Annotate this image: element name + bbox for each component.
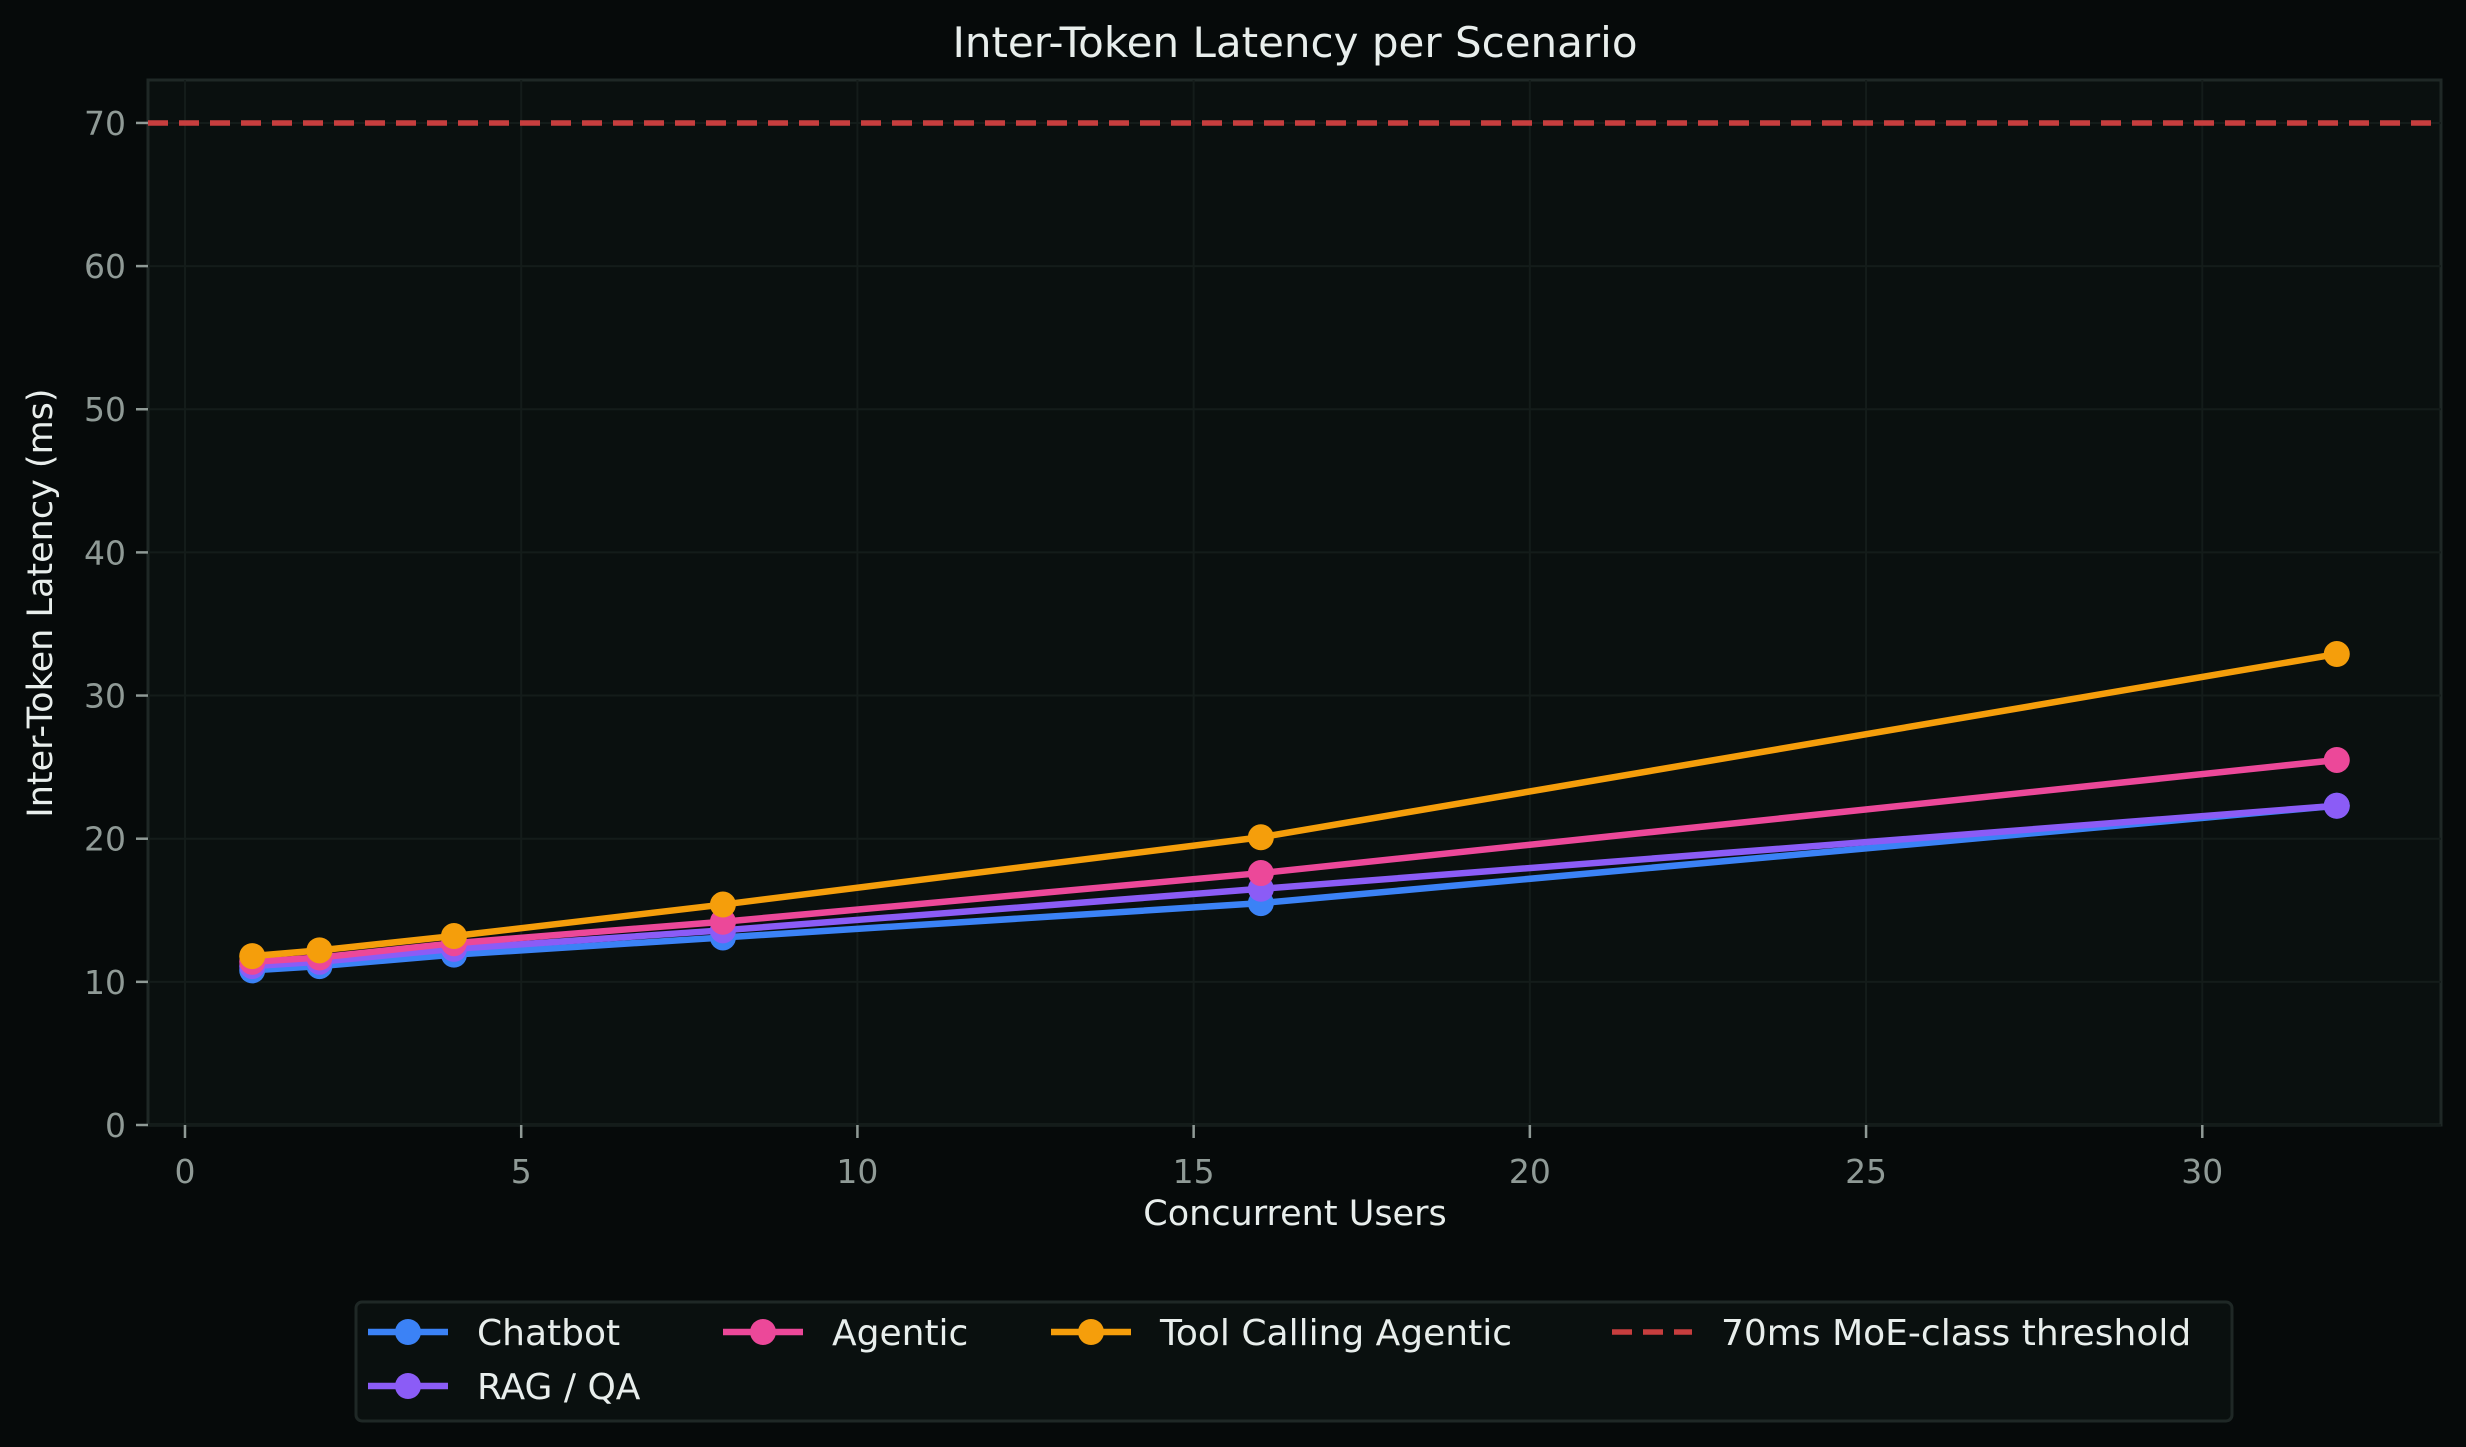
legend-label: 70ms MoE-class threshold (1721, 1313, 2191, 1354)
data-point (2323, 641, 2350, 668)
data-point (306, 937, 333, 964)
legend-item: Agentic (723, 1313, 968, 1354)
legend-item: Tool Calling Agentic (1051, 1313, 1512, 1354)
y-tick-label: 20 (84, 820, 126, 859)
legend-item: Chatbot (368, 1313, 620, 1354)
legend-label: Chatbot (477, 1313, 620, 1354)
legend-item: 70ms MoE-class threshold (1612, 1313, 2191, 1354)
data-point (709, 891, 736, 918)
x-tick-label: 5 (511, 1152, 532, 1191)
series-tool-calling-agentic (239, 641, 2350, 970)
y-tick-label: 50 (84, 390, 126, 429)
x-tick-label: 20 (1509, 1152, 1551, 1191)
legend: Chatbot Agentic Tool Calling Agentic 70ms M… (354, 1300, 2234, 1423)
grid-lines (148, 80, 2441, 1126)
series-lines (239, 641, 2350, 984)
legend-item: RAG / QA (368, 1367, 641, 1408)
y-tick-label: 70 (84, 104, 126, 143)
x-tick-label: 25 (1845, 1152, 1887, 1191)
y-tick-label: 60 (84, 247, 126, 286)
legend-label: RAG / QA (477, 1367, 641, 1408)
legend-box (354, 1300, 2234, 1423)
data-point (2323, 746, 2350, 773)
data-point (1247, 860, 1274, 887)
y-tick-label: 30 (84, 677, 126, 716)
y-tick-label: 0 (105, 1106, 126, 1145)
y-tick-label: 40 (84, 533, 126, 572)
y-axis-label: Inter-Token Latency (ms) (21, 388, 61, 817)
x-tick-label: 0 (174, 1152, 195, 1191)
plot-area (146, 78, 2443, 1127)
x-tick-label: 15 (1173, 1152, 1215, 1191)
chart-title: Inter-Token Latency per Scenario (952, 18, 1637, 67)
x-tick-label: 30 (2181, 1152, 2223, 1191)
data-point (440, 923, 467, 950)
data-point (239, 943, 266, 970)
x-tick-label: 10 (836, 1152, 878, 1191)
x-axis-label: Concurrent Users (1143, 1194, 1446, 1234)
legend-label: Tool Calling Agentic (1159, 1313, 1512, 1354)
data-point (1247, 824, 1274, 851)
legend-label: Agentic (832, 1313, 968, 1354)
x-axis-ticks: 0 5 10 15 20 25 30 (174, 1125, 2223, 1191)
y-tick-label: 10 (84, 963, 126, 1002)
data-point (2323, 792, 2350, 819)
y-axis-ticks: 0 10 20 30 40 50 60 70 (84, 104, 148, 1145)
